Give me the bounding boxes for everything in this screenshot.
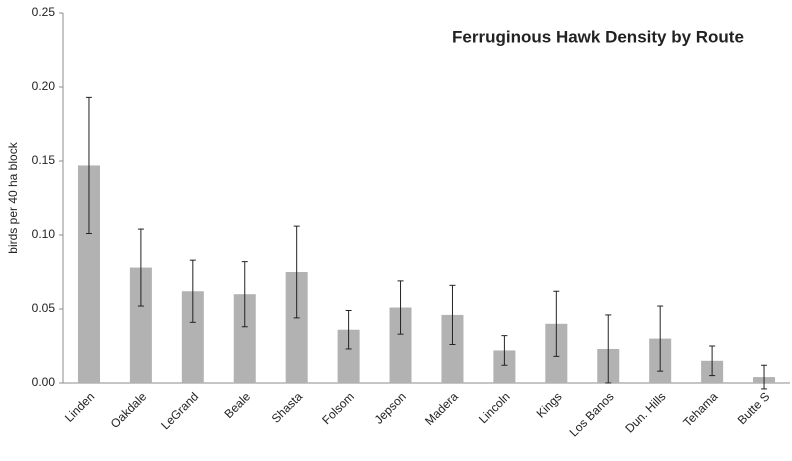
x-tick-label: Folsom bbox=[319, 389, 357, 427]
error-bar bbox=[657, 305, 664, 372]
error-bar bbox=[501, 335, 508, 366]
y-tick-label: 0.00 bbox=[32, 375, 56, 389]
x-tick-label: Jepson bbox=[372, 389, 409, 426]
error-bar bbox=[553, 290, 560, 357]
x-tick-label: Dun. Hills bbox=[622, 389, 668, 435]
bar bbox=[285, 272, 308, 383]
error-bar bbox=[761, 364, 768, 390]
error-bar bbox=[85, 96, 92, 235]
y-tick-label: 0.10 bbox=[32, 227, 56, 241]
bar bbox=[493, 350, 516, 383]
x-tick-label: Los Banos bbox=[567, 389, 617, 439]
y-tick-label: 0.15 bbox=[32, 153, 56, 167]
x-tick-label: Kings bbox=[534, 389, 565, 420]
x-tick-label: Shasta bbox=[269, 389, 306, 426]
x-tick-label: Linden bbox=[62, 389, 97, 424]
bar bbox=[389, 307, 412, 383]
error-bar bbox=[293, 225, 300, 319]
bar bbox=[181, 291, 204, 383]
error-bar bbox=[449, 284, 456, 346]
bar bbox=[129, 267, 152, 383]
error-bar bbox=[605, 314, 612, 384]
y-tick-label: 0.20 bbox=[32, 79, 56, 93]
error-bar bbox=[189, 259, 196, 323]
chart-title: Ferruginous Hawk Density by Route bbox=[452, 27, 744, 46]
bar bbox=[233, 294, 256, 383]
x-tick-label: Beale bbox=[222, 389, 254, 421]
x-tick-label: Madera bbox=[422, 389, 461, 428]
bar bbox=[77, 165, 100, 383]
error-bar bbox=[241, 261, 248, 328]
error-bar bbox=[397, 280, 404, 335]
y-tick-label: 0.05 bbox=[32, 301, 56, 315]
bar bbox=[337, 329, 360, 383]
x-tick-label: Butte S bbox=[735, 389, 773, 427]
x-tick-label: Tehama bbox=[680, 389, 720, 429]
bar bbox=[441, 314, 464, 383]
error-bar bbox=[709, 345, 716, 377]
x-tick-label: LeGrand bbox=[158, 389, 201, 432]
y-tick-label: 0.25 bbox=[32, 5, 56, 19]
error-bar bbox=[345, 309, 352, 350]
error-bar bbox=[137, 228, 144, 307]
x-tick-label: Lincoln bbox=[476, 389, 513, 426]
x-tick-label: Oakdale bbox=[108, 389, 150, 431]
y-axis-label: birds per 40 ha block bbox=[6, 141, 20, 253]
